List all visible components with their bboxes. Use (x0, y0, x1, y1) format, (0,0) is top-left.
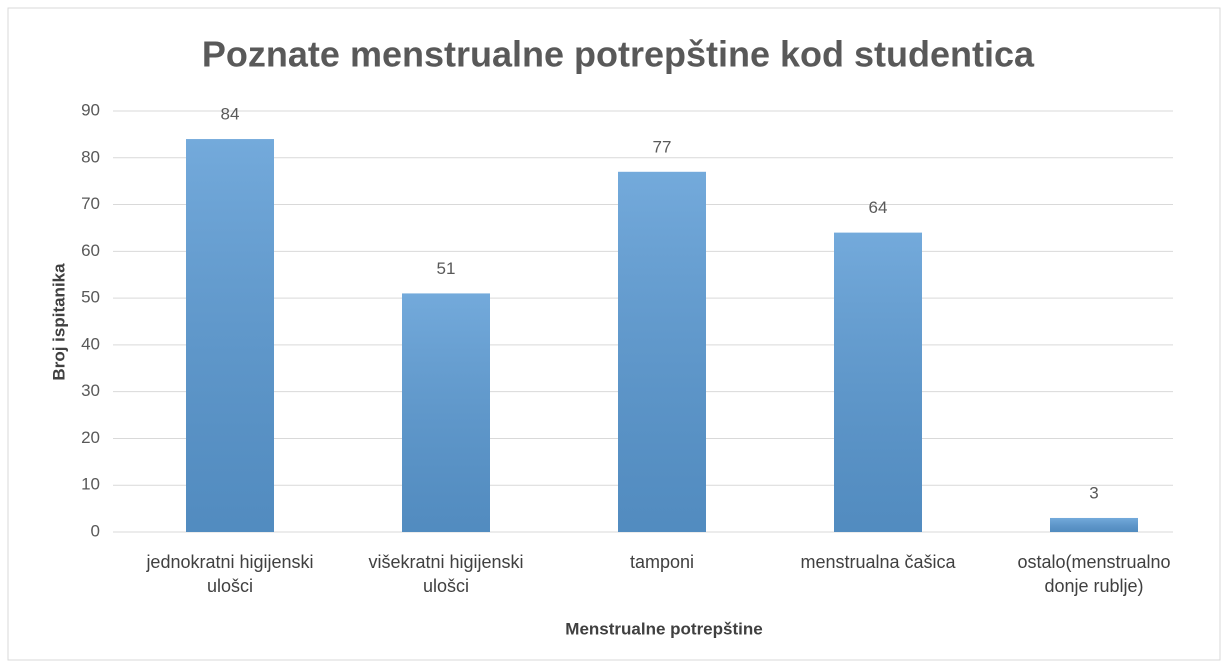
x-axis-label: Menstrualne potrepštine (565, 619, 762, 638)
x-tick-label: tamponi (629, 552, 695, 572)
value-label: 3 (1089, 483, 1098, 502)
y-tick-label: 0 (91, 521, 100, 540)
y-tick-label: 10 (81, 475, 100, 494)
bar-shade (834, 232, 922, 532)
y-tick-label: 20 (81, 428, 100, 447)
y-tick-label: 30 (81, 381, 100, 400)
x-tick-label: jednokratni higijenski ulošci (146, 552, 314, 596)
bar-shade (402, 293, 490, 532)
chart-title: Poznate menstrualne potrepštine kod stud… (202, 34, 1035, 75)
value-label: 77 (653, 137, 672, 156)
y-tick-label: 90 (81, 100, 100, 119)
x-tick-label: višekratni higijenski ulošci (368, 552, 524, 596)
bar-shade (618, 171, 706, 533)
y-tick-label: 70 (81, 194, 100, 213)
y-tick-label: 50 (81, 288, 100, 307)
value-label: 84 (221, 105, 240, 124)
y-tick-label: 80 (81, 147, 100, 166)
y-tick-label: 40 (81, 334, 100, 353)
y-axis-label: Broj ispitanika (49, 263, 68, 381)
bar-shade (186, 139, 274, 533)
y-tick-label: 60 (81, 241, 100, 260)
bar-shade (1050, 517, 1138, 532)
value-label: 64 (869, 198, 888, 217)
value-label: 51 (437, 259, 456, 278)
x-tick-label: menstrualna čašica (800, 552, 956, 572)
x-tick-label: ostalo(menstrualno donje rublje) (1017, 552, 1171, 596)
